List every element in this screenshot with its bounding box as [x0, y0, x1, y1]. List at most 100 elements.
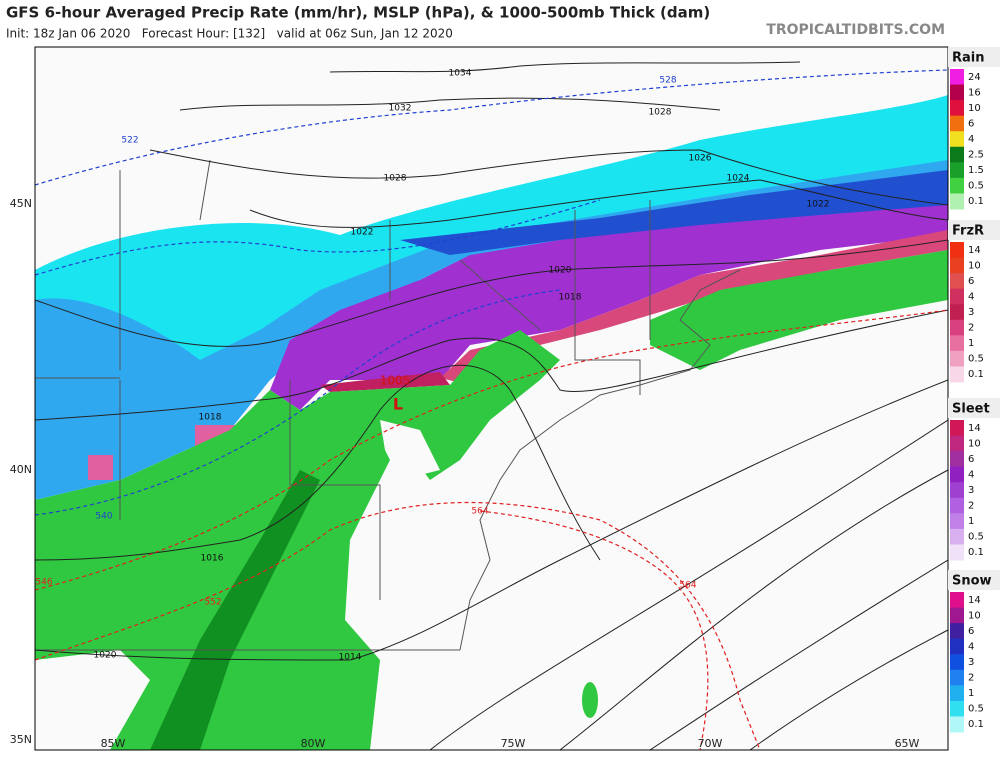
legend-label: 1	[968, 688, 974, 699]
legend-swatch	[950, 592, 964, 609]
legend-label: 4	[968, 469, 974, 480]
legend-label: 4	[968, 641, 974, 652]
legend-label: 4	[968, 134, 974, 145]
legend-label: 1.5	[968, 165, 984, 176]
legend-label: 10	[968, 260, 981, 271]
thickness-label: 546	[35, 578, 52, 588]
legend-swatch	[950, 607, 964, 624]
thickness-label: 522	[121, 136, 138, 146]
legend-label: 3	[968, 307, 974, 318]
legend-label: 14	[968, 423, 981, 434]
isobar-label: 1016	[201, 554, 224, 564]
legend-label: 14	[968, 245, 981, 256]
legend-label: 6	[968, 626, 974, 637]
legend-2: Sleet 14 10 6 4 3 2 1 0.5 0.1	[948, 398, 1000, 561]
legend-swatch	[950, 435, 964, 452]
isobar-label: 1022	[807, 200, 830, 210]
legend-label: 0.1	[968, 369, 984, 380]
lon-label: 75W	[501, 737, 526, 750]
legend-header	[948, 220, 1000, 240]
lat-label: 35N	[10, 733, 32, 746]
legend-1: FrzR 14 10 6 4 3 2 1 0.5 0.1	[948, 220, 1000, 383]
legend-label: 0.1	[968, 196, 984, 207]
legend-title: Sleet	[952, 402, 990, 417]
low-pressure-symbol: L	[393, 395, 403, 414]
legend-header	[948, 570, 1000, 590]
legend-swatch	[950, 544, 964, 561]
legend-label: 6	[968, 118, 974, 129]
low-pressure-value: 1005	[380, 374, 411, 388]
isobar-label: 1028	[649, 108, 672, 118]
lon-label: 65W	[895, 737, 920, 750]
legend-swatch	[950, 685, 964, 702]
legend-label: 3	[968, 485, 974, 496]
legend-title: Snow	[952, 574, 992, 589]
legend-swatch	[950, 146, 964, 163]
legend-label: 10	[968, 103, 981, 114]
legend-swatch	[950, 451, 964, 468]
legend-label: 0.5	[968, 532, 984, 543]
legend-title: FrzR	[952, 224, 984, 239]
map	[34, 46, 949, 751]
legend-swatch	[950, 420, 964, 437]
thickness-label: 552	[204, 598, 221, 608]
isobar-label: 1020	[549, 266, 572, 276]
legend-label: 10	[968, 438, 981, 449]
legend-swatch	[950, 497, 964, 514]
legend-label: 0.1	[968, 547, 984, 558]
legend-label: 6	[968, 276, 974, 287]
legend-swatch	[950, 466, 964, 483]
legend-swatch	[950, 335, 964, 352]
legend-label: 3	[968, 657, 974, 668]
legend-label: 4	[968, 291, 974, 302]
legend-swatch	[950, 654, 964, 671]
legend-swatch	[950, 131, 964, 148]
legend-label: 2	[968, 673, 974, 684]
legend-swatch	[950, 304, 964, 321]
isobar-label: 1032	[389, 104, 412, 114]
isobar-label: 1024	[727, 174, 750, 184]
legend-swatch	[950, 669, 964, 686]
thickness-label: 564	[679, 581, 696, 591]
legend-swatch	[950, 288, 964, 305]
legend-label: 10	[968, 610, 981, 621]
legend-swatch	[950, 700, 964, 717]
lon-label: 70W	[698, 737, 723, 750]
legend-swatch	[950, 257, 964, 274]
legend-label: 16	[968, 87, 981, 98]
lon-label: 85W	[101, 737, 126, 750]
legend-swatch	[950, 716, 964, 733]
legend-header	[948, 398, 1000, 418]
legend-0: Rain 24 16 10 6 4 2.5 1.5 0.5 0.1	[948, 47, 1000, 210]
lat-label: 45N	[10, 197, 32, 210]
legend-swatch	[950, 115, 964, 132]
legend-swatch	[950, 193, 964, 210]
legend-label: 0.5	[968, 704, 984, 715]
legend-swatch	[950, 623, 964, 640]
thickness-label: 564	[471, 507, 488, 517]
legend-swatch	[950, 350, 964, 367]
legend-title: Rain	[952, 51, 985, 66]
lon-label: 80W	[301, 737, 326, 750]
isobar-label: 1028	[384, 174, 407, 184]
isobar-label: 1022	[351, 228, 374, 238]
legend-label: 14	[968, 595, 981, 606]
legend-label: 0.5	[968, 354, 984, 365]
legend-label: 1	[968, 516, 974, 527]
isobar-label: 1018	[559, 293, 582, 303]
legend-swatch	[950, 273, 964, 290]
isobar-label: 1034	[449, 69, 472, 79]
legend-label: 2	[968, 501, 974, 512]
lat-label: 40N	[10, 463, 32, 476]
isobar-label: 1020	[94, 651, 117, 661]
legend-label: 6	[968, 454, 974, 465]
isobar-label: 1026	[689, 154, 712, 164]
legend-label: 1	[968, 338, 974, 349]
thickness-label: 540	[95, 512, 112, 522]
thickness-label: 528	[659, 76, 676, 86]
legend-label: 24	[968, 72, 981, 83]
legend-swatch	[950, 100, 964, 117]
subtitle: Init: 18z Jan 06 2020 Forecast Hour: [13…	[6, 27, 453, 41]
isobar-label: 1014	[339, 653, 362, 663]
